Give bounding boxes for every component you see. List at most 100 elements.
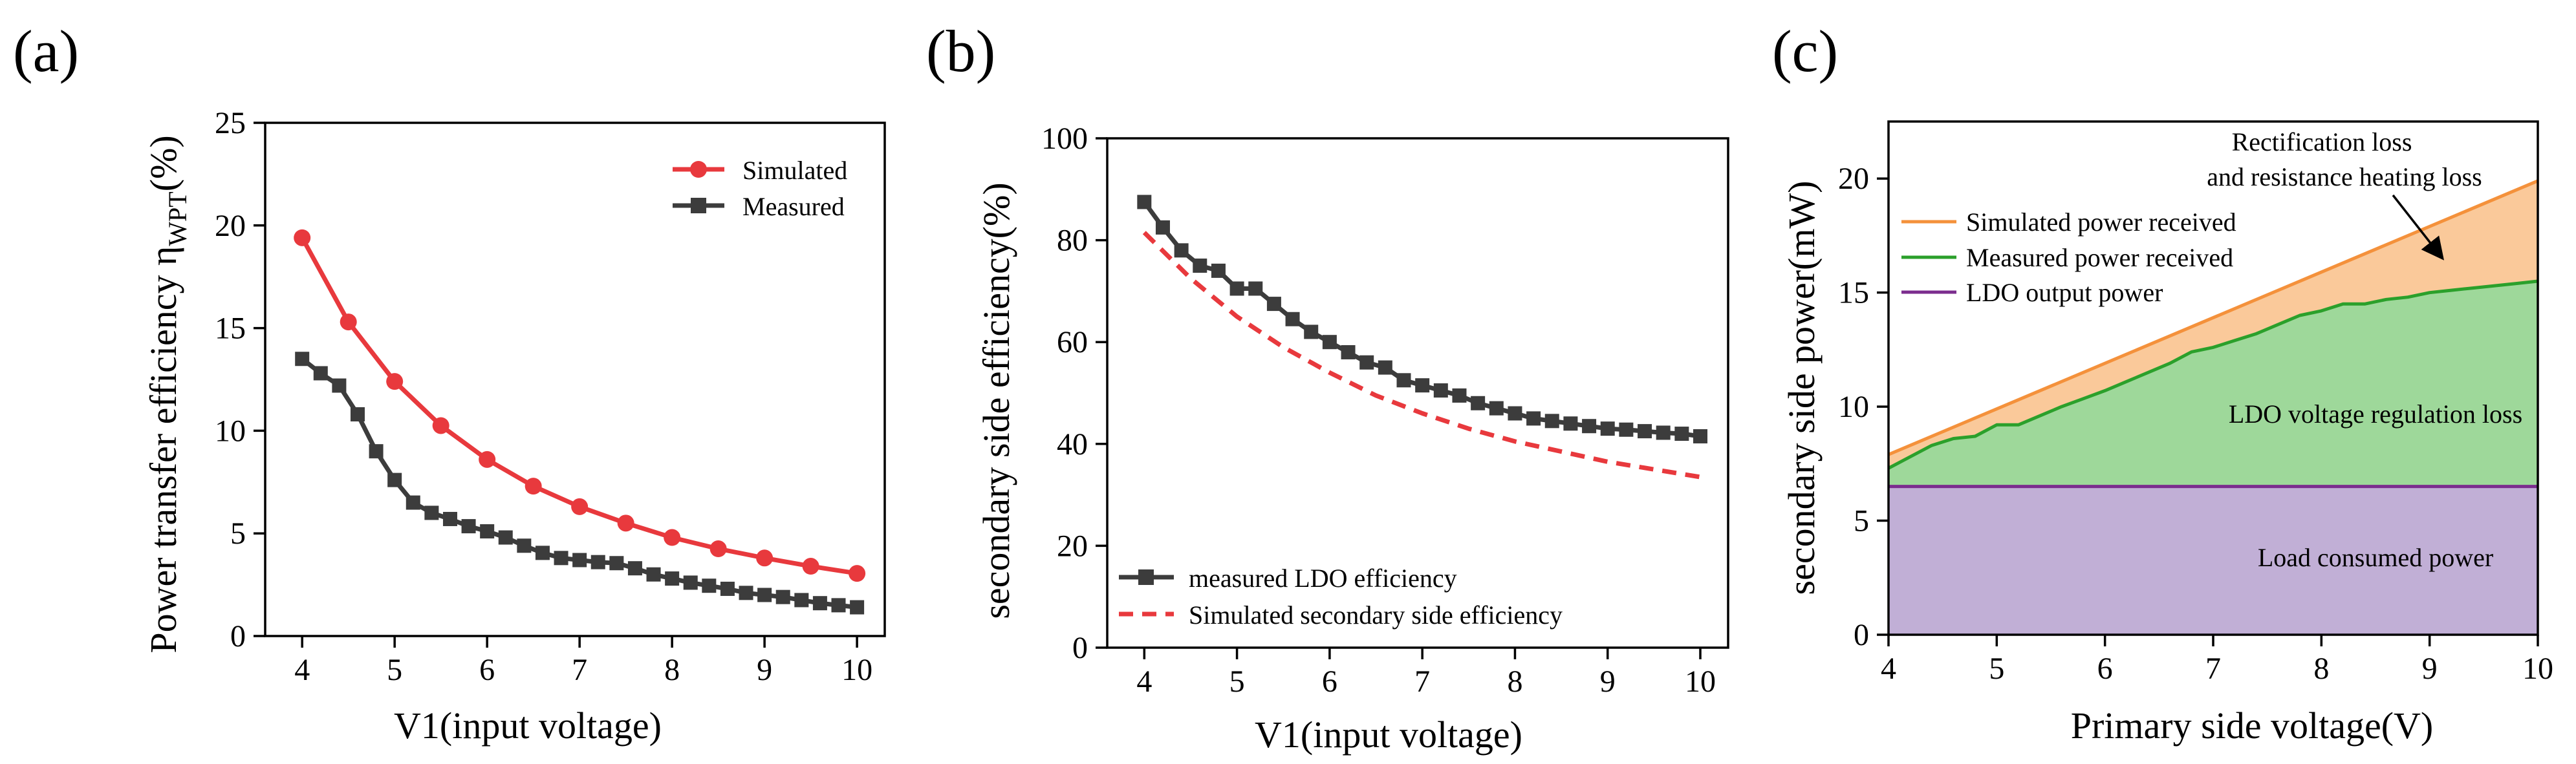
measured-ldo-series-point (1471, 396, 1486, 410)
panel-b-x-tick-label: 4 (1136, 664, 1152, 699)
measured-series-point (609, 556, 624, 571)
measured-ldo-series-point (1341, 345, 1356, 359)
simulated-series-point (849, 565, 866, 582)
panel-c-annotations: Rectification loss and resistance heatin… (2207, 127, 2522, 572)
measured-series-point (442, 511, 457, 526)
measured-ldo-series-point (1433, 383, 1448, 398)
measured-ldo-series-point (1359, 355, 1374, 370)
panel-a-x-tick-label: 7 (572, 653, 587, 687)
measured-series-point (332, 378, 347, 393)
measured-series-point (739, 586, 753, 600)
measured-series-point (480, 524, 495, 539)
measured-ldo-series-point (1452, 388, 1467, 403)
svg-text:Power transfer efficiency ηWPT: Power transfer efficiency ηWPT(%) (142, 135, 192, 653)
panel-a-y-tick-label: 20 (215, 209, 246, 243)
simulated-series-point (340, 313, 357, 331)
measured-ldo-series-point (1544, 414, 1559, 429)
panel-a-label: (a) (13, 18, 79, 84)
simulated-series-point (525, 478, 542, 495)
panel-a-y-title-sub: WPT (163, 191, 192, 246)
panel-c: (c) secondary side power(mW) Primary sid… (1772, 18, 2553, 747)
panel-c-x-axis-title: Primary side voltage(V) (2071, 705, 2434, 747)
simulated-series-point (571, 498, 589, 515)
simulated-series-point (479, 451, 496, 468)
panel-a-y-tick-label: 0 (230, 619, 246, 653)
measured-series-point (461, 519, 476, 534)
panel-b-y-tick-label: 40 (1057, 427, 1088, 462)
measured-series-point (775, 589, 790, 604)
legend-label-measured-power: Measured power received (1966, 243, 2233, 272)
legend-label-simulated-secondary: Simulated secondary side efficiency (1189, 600, 1563, 630)
measured-series-point (369, 444, 384, 459)
measured-ldo-series-point (1693, 429, 1708, 443)
panel-a-y-axis-title: Power transfer efficiency ηWPT(%) (142, 135, 192, 653)
simulated-series-point (802, 558, 819, 575)
legend-label-measured: Measured (742, 192, 845, 221)
panel-b-legend: measured LDO efficiency Simulated second… (1119, 564, 1563, 630)
measured-ldo-series-point (1656, 425, 1671, 440)
measured-ldo-series-point (1638, 424, 1652, 439)
panel-a-x-tick-label: 8 (664, 653, 680, 687)
measured-ldo-series-point (1193, 259, 1207, 273)
panel-a-y-title-main: Power transfer efficiency η (142, 246, 184, 653)
measured-series-point (295, 352, 310, 366)
panel-b-x-tick-label: 5 (1229, 664, 1245, 699)
panel-a-plot-frame (264, 122, 886, 637)
panel-a-legend: Simulated Measured (673, 156, 847, 221)
panel-b-y-tick-label: 60 (1057, 325, 1088, 359)
panel-c-label: (c) (1772, 18, 1838, 84)
panel-c-y-axis-title: secondary side power(mW) (1780, 181, 1823, 595)
panel-b-x-tick-label: 9 (1600, 664, 1616, 699)
panel-a-x-tick-label: 4 (294, 653, 310, 687)
measured-power-line-line (1887, 279, 2538, 470)
panel-c-x-tick-label: 10 (2522, 652, 2553, 686)
panel-c-y-tick-label: 5 (1854, 504, 1869, 538)
measured-ldo-series-point (1266, 297, 1281, 312)
area-ldo-output (1889, 486, 2538, 635)
simulated-series-point (294, 229, 311, 246)
simulated-series-point (386, 373, 404, 390)
measured-ldo-series-point (1582, 419, 1597, 434)
panel-b-x-tick-label: 8 (1507, 664, 1522, 699)
measured-ldo-series-point (1600, 421, 1615, 436)
panel-a-x-tick-label: 5 (387, 653, 402, 687)
measured-series-point (812, 596, 827, 611)
measured-ldo-series-point (1378, 360, 1392, 375)
measured-series-point (702, 578, 717, 593)
panel-a-x-axis-title: V1(input voltage) (394, 705, 662, 747)
panel-c-x-tick-label: 8 (2313, 652, 2329, 686)
measured-series-point (406, 495, 420, 510)
panel-b-y-tick-label: 80 (1057, 224, 1088, 258)
measured-ldo-series-point (1155, 220, 1170, 235)
panel-b-label: (b) (926, 18, 995, 84)
measured-ldo-series-point (1508, 406, 1522, 421)
measured-series-point (387, 472, 402, 487)
legend-marker-simulated (690, 161, 707, 178)
measured-series-point (757, 588, 772, 602)
panel-b: (b) secondary side efficiency(%) V1(inpu… (926, 18, 1729, 756)
annotation-load-consumed: Load consumed power (2258, 543, 2493, 572)
measured-series-point (535, 546, 550, 560)
panel-b-y-tick-label: 0 (1072, 631, 1088, 665)
measured-ldo-series-point (1229, 281, 1244, 296)
panel-a-x-tick-label: 10 (841, 653, 872, 687)
panel-a-x-tick-label: 6 (479, 653, 495, 687)
measured-ldo-series-point (1322, 335, 1337, 350)
panel-a-y-tick-label: 15 (215, 312, 246, 346)
measured-series-line (301, 357, 858, 610)
measured-series-point (720, 581, 735, 596)
measured-series-point (517, 538, 532, 553)
measured-ldo-series-point (1415, 378, 1430, 393)
legend-label-simulated: Simulated (742, 156, 847, 185)
panel-b-x-axis-title: V1(input voltage) (1255, 714, 1522, 756)
measured-ldo-series-point (1619, 422, 1634, 437)
panel-c-legend: Simulated power received Measured power … (1901, 207, 2236, 307)
simulated-series-point (432, 417, 449, 434)
panel-c-x-tick-label: 9 (2422, 652, 2438, 686)
measured-series-point (683, 575, 698, 590)
measured-series-point (424, 505, 439, 520)
panel-c-y-tick-label: 10 (1838, 390, 1869, 424)
measured-series-point (627, 561, 642, 576)
panel-b-y-tick-label: 100 (1041, 122, 1088, 156)
simulated-series-point (756, 549, 774, 567)
